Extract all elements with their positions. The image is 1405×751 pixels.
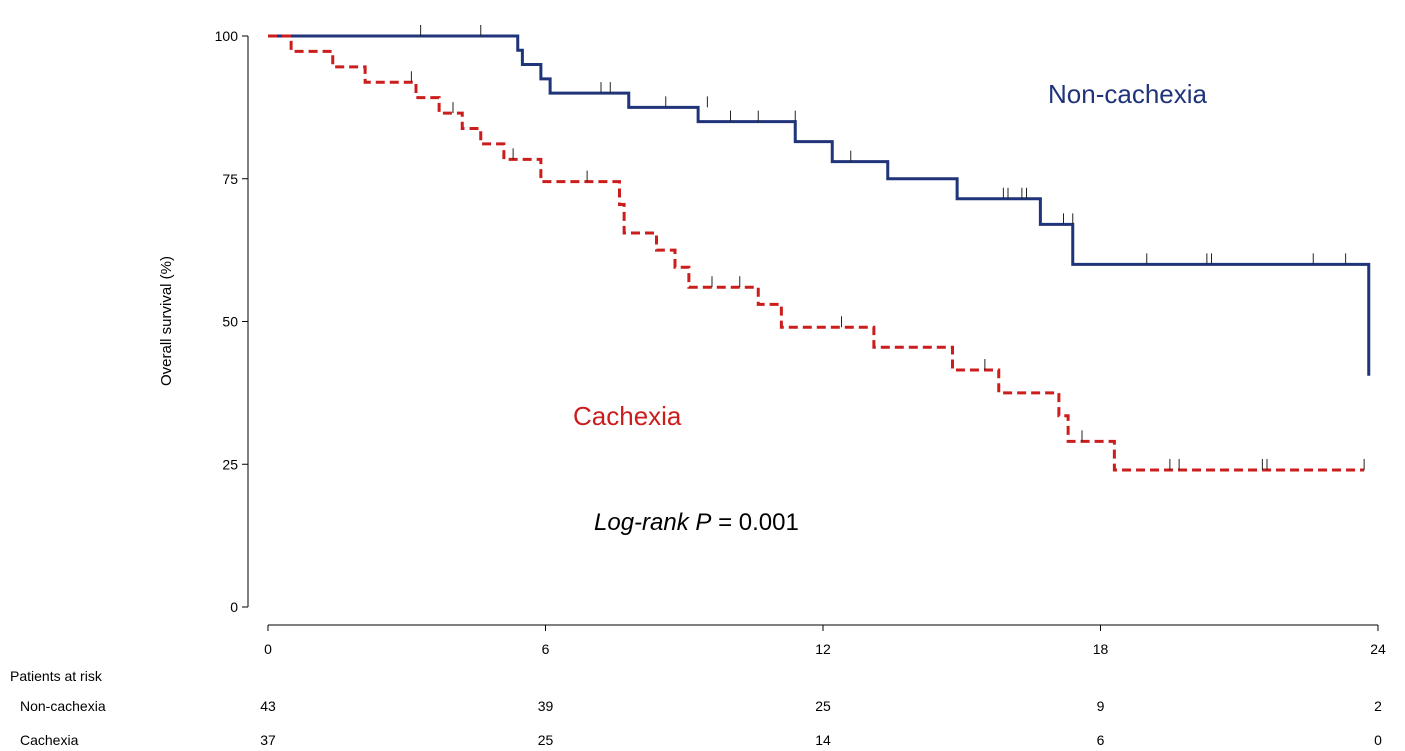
series-label-non-cachexia: Non-cachexia <box>1048 79 1208 109</box>
y-tick-label-50: 50 <box>222 314 238 330</box>
risk-table: Patients at risk Non-cachexia 43 39 25 9 2 Cac… <box>10 668 1382 748</box>
series-label-cachexia: Cachexia <box>573 401 682 431</box>
y-tick-label-75: 75 <box>222 171 238 187</box>
risk-count-cachexia: 0 <box>1374 732 1382 748</box>
risk-count-cachexia: 25 <box>538 732 554 748</box>
logrank-value: = 0.001 <box>711 509 798 536</box>
logrank-annotation: Log-rank P = 0.001 <box>594 509 799 536</box>
x-tick-label-12: 12 <box>815 641 831 657</box>
risk-count-cachexia: 6 <box>1097 732 1105 748</box>
risk-table-title: Patients at risk <box>10 668 103 684</box>
risk-count-cachexia: 14 <box>815 732 831 748</box>
y-tick-label-100: 100 <box>215 28 239 44</box>
risk-count-non-cachexia: 43 <box>260 698 276 714</box>
x-tick-label-6: 6 <box>542 641 550 657</box>
risk-count-non-cachexia: 9 <box>1097 698 1105 714</box>
axes: 0 25 50 75 100 0 6 12 18 24 <box>215 28 1386 657</box>
risk-count-non-cachexia: 39 <box>538 698 554 714</box>
risk-count-non-cachexia: 2 <box>1374 698 1382 714</box>
logrank-label: Log-rank P <box>594 509 711 536</box>
risk-count-non-cachexia: 25 <box>815 698 831 714</box>
y-tick-label-25: 25 <box>222 456 238 472</box>
y-axis-title: Overall survival (%) <box>158 256 175 386</box>
risk-row-label-non-cachexia: Non-cachexia <box>20 698 106 714</box>
x-tick-label-0: 0 <box>264 641 272 657</box>
series-line-cachexia <box>268 34 1365 472</box>
x-tick-label-18: 18 <box>1093 641 1109 657</box>
series-layer <box>268 25 1371 472</box>
x-tick-label-24: 24 <box>1370 641 1386 657</box>
labels-layer: Non-cachexia Cachexia <box>573 79 1208 431</box>
risk-count-cachexia: 37 <box>260 732 276 748</box>
risk-row-label-cachexia: Cachexia <box>20 732 79 748</box>
y-tick-label-0: 0 <box>230 599 238 615</box>
